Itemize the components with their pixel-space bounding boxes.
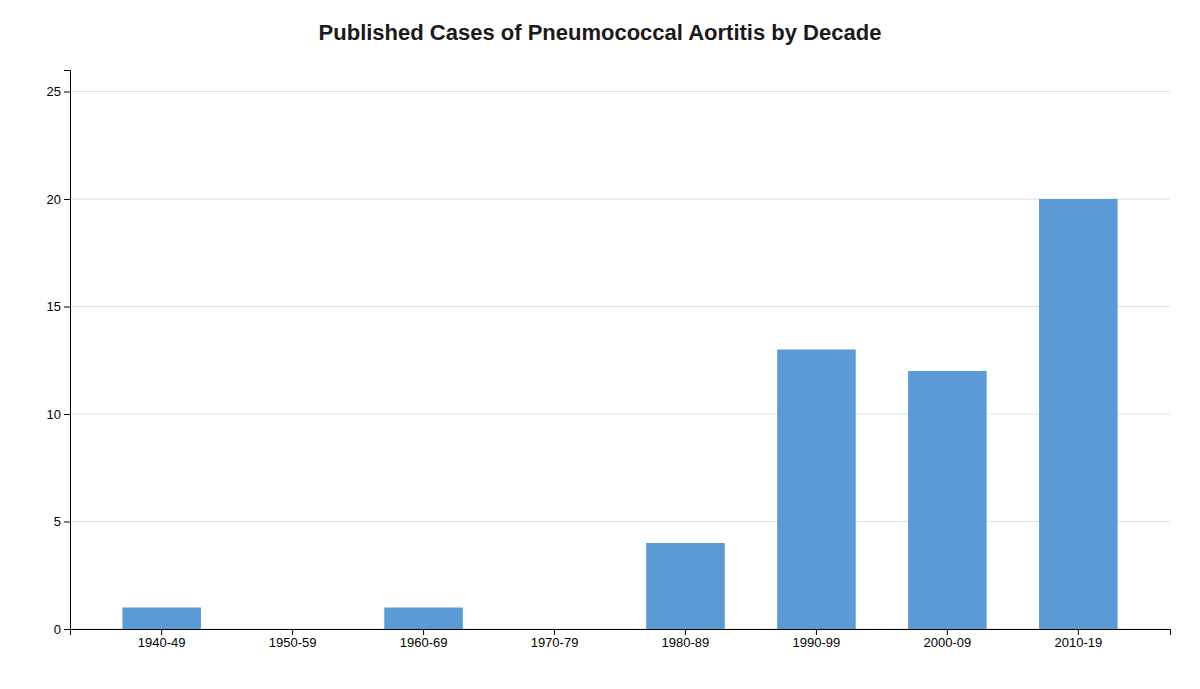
- y-tick-label: 0: [54, 622, 61, 637]
- x-tick: 2010-19: [1054, 629, 1102, 650]
- x-tick-mark: [947, 629, 948, 635]
- x-tick: 1980-89: [662, 629, 710, 650]
- chart-svg: 1940-49 1950-59 1960-69 1970-79 1980-89 1990-…: [0, 0, 1200, 689]
- x-tick-mark: [685, 629, 686, 635]
- y-tick-mark: [64, 629, 70, 630]
- x-tick-label: 2010-19: [1054, 635, 1102, 650]
- x-tick-mark: [423, 629, 424, 635]
- y-axis-line: [64, 71, 71, 630]
- bar: [122, 608, 201, 630]
- x-tick-label: 1950-59: [269, 635, 317, 650]
- chart-container: 1940-49 1950-59 1960-69 1970-79 1980-89 1990-…: [0, 0, 1200, 689]
- grid: [70, 92, 1170, 630]
- title: Published Cases of Pneumococcal Aortitis…: [319, 20, 882, 45]
- y-tick-label: 20: [47, 192, 61, 207]
- y-tick-mark: [64, 307, 70, 308]
- plot-area: 1940-49 1950-59 1960-69 1970-79 1980-89 1990-…: [47, 71, 1171, 651]
- y-tick-mark: [64, 92, 70, 93]
- y-tick: 10: [47, 407, 70, 422]
- y-tick-label: 10: [47, 407, 61, 422]
- y-tick: 25: [47, 84, 70, 99]
- x-tick-mark: [1078, 629, 1079, 635]
- grid-line: [70, 414, 1170, 415]
- y-tick-mark: [64, 414, 70, 415]
- bar: [384, 608, 463, 630]
- x-tick: 1940-49: [138, 629, 186, 650]
- bars: [122, 199, 1117, 629]
- x-tick: 1960-69: [400, 629, 448, 650]
- bar: [1039, 199, 1118, 629]
- x-tick-mark: [161, 629, 162, 635]
- y-tick-mark: [64, 199, 70, 200]
- x-tick-label: 1960-69: [400, 635, 448, 650]
- x-tick-label: 1980-89: [662, 635, 710, 650]
- y-axis: 0 5 10 15 20 25: [47, 71, 71, 637]
- y-tick: 0: [54, 622, 70, 637]
- grid-line: [70, 91, 1170, 92]
- x-tick: 1950-59: [269, 629, 317, 650]
- x-tick-label: 1990-99: [793, 635, 841, 650]
- x-tick: 2000-09: [924, 629, 972, 650]
- grid-line: [70, 521, 1170, 522]
- bar: [908, 371, 987, 629]
- bar: [253, 629, 332, 630]
- y-tick-label: 25: [47, 84, 61, 99]
- x-tick-mark: [816, 629, 817, 635]
- bar: [777, 350, 856, 630]
- y-tick-mark: [64, 522, 70, 523]
- grid-line: [70, 199, 1170, 200]
- x-tick-label: 2000-09: [924, 635, 972, 650]
- y-tick: 15: [47, 299, 70, 314]
- y-tick-label: 5: [54, 514, 61, 529]
- y-tick: 5: [54, 514, 70, 529]
- x-tick-label: 1940-49: [138, 635, 186, 650]
- x-tick: 1970-79: [531, 629, 579, 650]
- grid-line: [70, 306, 1170, 307]
- x-tick-mark: [292, 629, 293, 635]
- y-tick: 20: [47, 192, 70, 207]
- x-axis-line: [71, 630, 1171, 636]
- bar: [515, 629, 594, 630]
- x-axis: 1940-49 1950-59 1960-69 1970-79 1980-89 1990-…: [71, 629, 1171, 650]
- x-tick: 1990-99: [793, 629, 841, 650]
- bar: [646, 543, 725, 629]
- x-tick-mark: [554, 629, 555, 635]
- y-tick-label: 15: [47, 299, 61, 314]
- x-tick-label: 1970-79: [531, 635, 579, 650]
